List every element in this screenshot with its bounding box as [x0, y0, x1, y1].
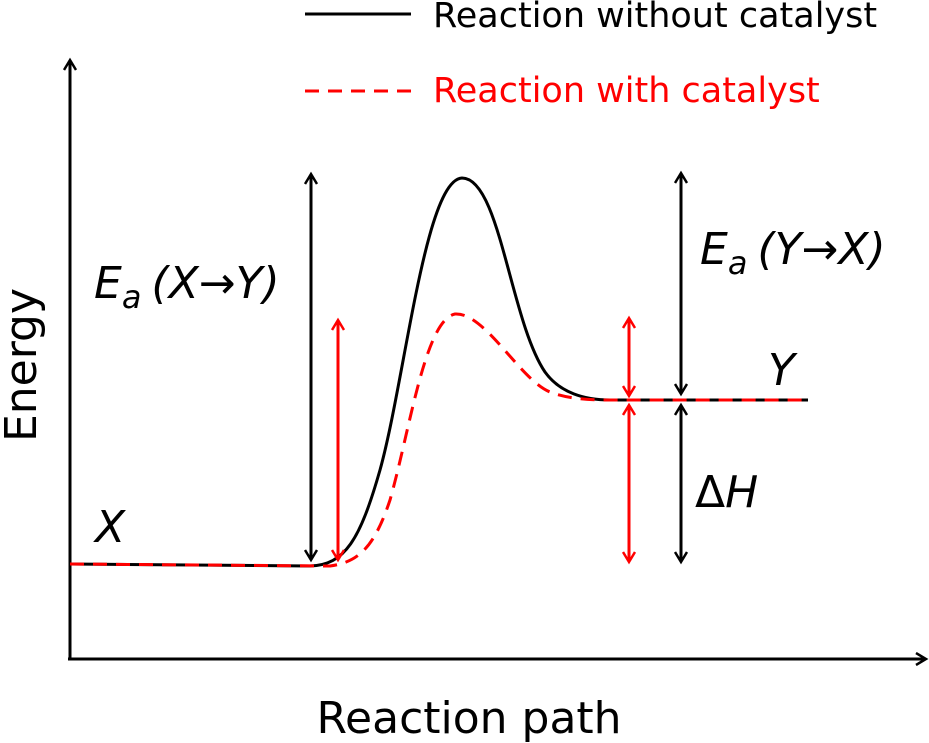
product-label: Y — [768, 345, 798, 396]
legend-uncatalyzed-label: Reaction without catalyst — [433, 0, 877, 36]
ea-forward-label: Ea (X→Y) — [94, 258, 280, 316]
uncatalyzed-curve — [69, 176, 808, 568]
reactant-label: X — [93, 502, 126, 553]
x-axis-label: Reaction path — [316, 693, 621, 743]
delta-h-label: ΔH — [695, 467, 758, 518]
ea-reverse-label: Ea (Y→X) — [700, 224, 886, 282]
legend: Reaction without catalyst Reaction with … — [305, 0, 877, 111]
y-axis-label: Energy — [0, 288, 47, 442]
catalyzed-curve — [69, 312, 808, 568]
legend-catalyzed-label: Reaction with catalyst — [433, 71, 820, 111]
